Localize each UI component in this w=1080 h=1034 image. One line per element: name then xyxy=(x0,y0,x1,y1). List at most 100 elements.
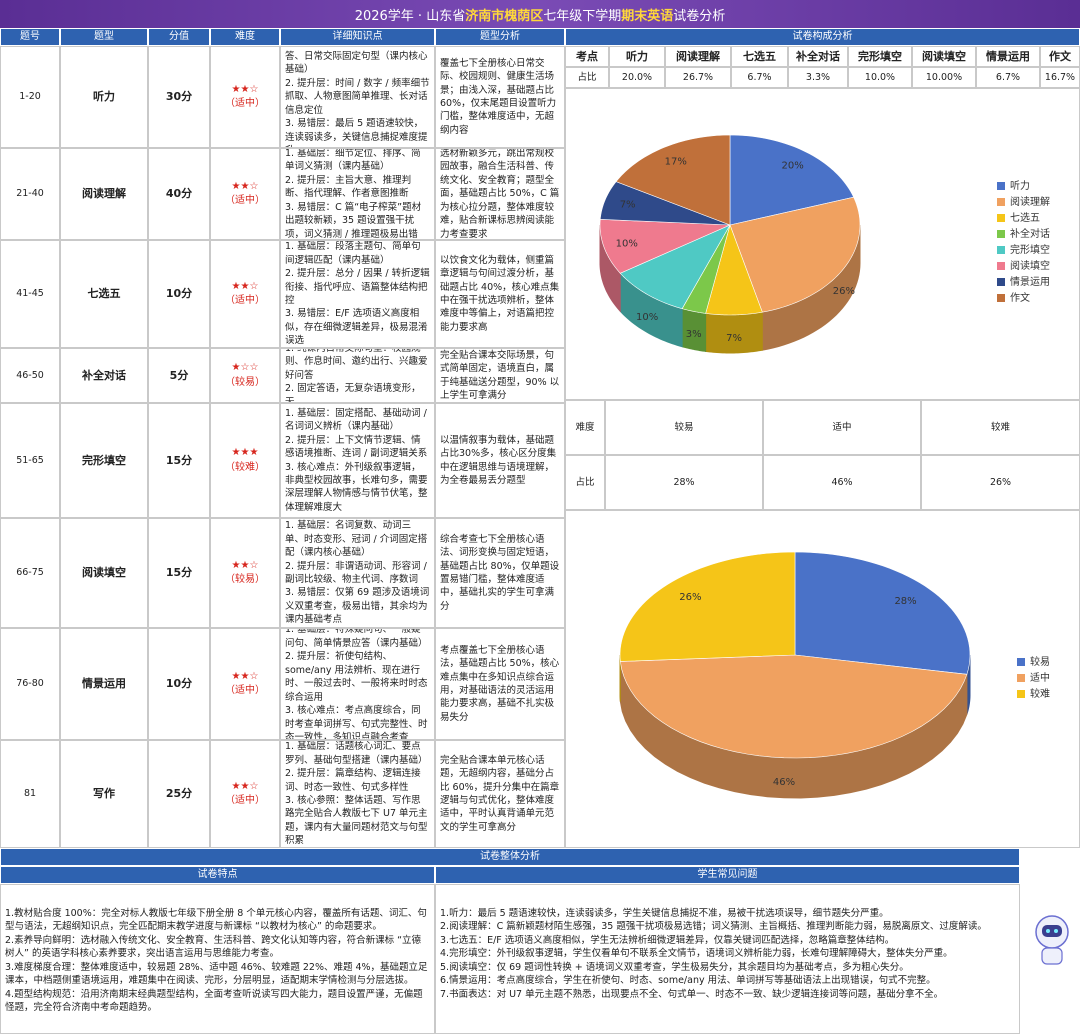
question-type: 阅读填空 xyxy=(60,518,148,628)
score: 15分 xyxy=(148,518,210,628)
difficulty-level: （适中） xyxy=(225,195,265,206)
pie-label: 28% xyxy=(894,596,916,607)
knowledge-points: 1. 基础层：名词复数、动词三单、时态变形、冠词 / 介词固定搭配（课内核心基础… xyxy=(280,518,435,628)
legend-swatch xyxy=(997,230,1005,238)
question-type: 阅读理解 xyxy=(60,148,148,240)
table-header: 七选五 xyxy=(731,46,788,67)
pie-slice xyxy=(619,224,731,310)
legend-swatch xyxy=(1017,674,1025,682)
feature-item: 2.素养导向鲜明：选材融入传统文化、安全教育、生活科普、跨文化认知等内容，符合新… xyxy=(5,934,422,960)
legend-swatch xyxy=(1017,690,1025,698)
legend-swatch xyxy=(997,294,1005,302)
difficulty: ★★☆ （适中） xyxy=(210,628,280,740)
difficulty-level: （适中） xyxy=(225,685,265,696)
table-cell: 6.7% xyxy=(731,67,788,88)
knowledge-item: 3. 核心难点：考点高度综合，同时考查单词拼写、句式完整性、时态一致性，多知识点… xyxy=(285,705,428,740)
analysis-text: 综合考查七下全册核心语法、词形变换与固定短语，基础题占比 80%，仅单题设置易错… xyxy=(440,533,560,612)
stars: ★★☆ xyxy=(231,780,259,792)
knowledge-item: 2. 提升层：非谓语动词、形容词 / 副词比较级、物主代词、序数词 xyxy=(285,560,427,585)
difficulty-level: （适中） xyxy=(225,795,265,806)
question-number: 46-50 xyxy=(0,348,60,403)
knowledge-item: 3. 核心难点：外刊级叙事逻辑，非典型校园故事，长难句多，需要深层理解人物情感与… xyxy=(285,461,428,513)
knowledge-item: 3. 核心参照：整体话题、写作思路完全贴合人教版七下 U7 单元主题，课内有大量… xyxy=(285,795,428,847)
question-type: 完形填空 xyxy=(60,403,148,518)
robot-body xyxy=(1041,947,1063,965)
question-type: 补全对话 xyxy=(60,348,148,403)
pie-label: 10% xyxy=(636,312,658,323)
question-number: 21-40 xyxy=(0,148,60,240)
stars: ★★☆ xyxy=(231,83,259,95)
analysis: 以饮食文化为载体，侧重篇章逻辑与句间过渡分析，基础题占比 40%，核心难点集中在… xyxy=(435,240,565,348)
problem-item: 7.书面表达：对 U7 单元主题不熟悉，出现要点不全、句式单一、时态不一致、缺少… xyxy=(440,988,944,1000)
summary-header: 试卷整体分析 xyxy=(0,848,1020,866)
pie-label: 7% xyxy=(726,333,742,344)
knowledge-item: 1. 基础层：特殊疑问句、一般疑问句、简单情景应答（课内基础） xyxy=(285,628,428,649)
pie-slice xyxy=(615,134,731,226)
table-cell: 10.00% xyxy=(912,67,976,88)
legend-label: 情景运用 xyxy=(1010,275,1050,288)
table-cell: 46% xyxy=(763,455,921,510)
robot-face xyxy=(1042,925,1062,937)
stars: ★★☆ xyxy=(231,180,259,192)
knowledge-item: 2. 提升层：篇章结构、逻辑连接词、时态一致性、句式多样性 xyxy=(285,768,421,793)
knowledge-points: 1. 基础层：特殊疑问句、一般疑问句、简单情景应答（课内基础） 2. 提升层：祈使… xyxy=(280,628,435,740)
analysis: 完全贴合课本交际场景，句式简单固定，语境直白，属于纯基础送分题型，90% 以上学… xyxy=(435,348,565,403)
pie-label: 17% xyxy=(665,156,687,167)
difficulty-level: （较难） xyxy=(225,461,265,473)
pie-slice xyxy=(705,224,763,316)
knowledge-item: 3. 易错层：最后 5 题语速较快，连读弱读多，关键信息捕捉难度提升 xyxy=(285,118,428,147)
knowledge-points: 1. 基础层：话题核心词汇、要点罗列、基础句型搭建（课内基础） 2. 提升层：篇章… xyxy=(280,740,435,848)
analysis-text: 以饮食文化为载体，侧重篇章逻辑与句间过渡分析，基础题占比 40%，核心难点集中在… xyxy=(440,254,560,333)
problem-item: 6.情景运用：考点高度综合，学生在祈使句、时态、some/any 用法、单词拼写… xyxy=(440,975,936,987)
feature-item: 4.题型结构规范：沿用济南期末经典题型结构，全面考查听说读写四大能力，题目设置严… xyxy=(5,988,423,1014)
title-part: 期末英语 xyxy=(621,8,674,24)
legend-swatch xyxy=(997,182,1005,190)
knowledge-item: 1. 基础层：单句辨音、情景应答、日常交际固定句型（课内核心基础） xyxy=(285,47,428,76)
knowledge-item: 3. 易错层：E/F 选项语义高度相似，存在细微逻辑差异，极易混淆误选 xyxy=(285,308,428,347)
stars: ★☆☆ xyxy=(231,362,259,374)
table-cell: 28% xyxy=(605,455,763,510)
pie-slice xyxy=(599,219,731,274)
table-header: 详细知识点 xyxy=(280,28,435,46)
table-cell: 难度 xyxy=(565,400,605,455)
table-header: 题号 xyxy=(0,28,60,46)
stars: ★★☆ xyxy=(231,670,259,682)
analysis: 考点覆盖七下全册核心语法，基础题占比 50%，核心难点集中在多知识点综合运用，对… xyxy=(435,628,565,740)
difficulty-level: （较易） xyxy=(225,574,265,585)
knowledge-item: 2. 固定答语，无复杂语境变形，无 xyxy=(285,383,421,403)
score: 10分 xyxy=(148,628,210,740)
pie-slice xyxy=(619,654,968,759)
pie-label: 46% xyxy=(773,777,795,788)
pie-slice xyxy=(794,551,971,675)
analysis-text: 以温情叙事为载体，基础题占比30%多，核心区分度集中在逻辑思维与语境理解，为全卷… xyxy=(440,434,557,486)
pie-slice xyxy=(599,181,731,226)
legend-label: 七选五 xyxy=(1010,211,1040,224)
difficulty: ★★☆ （适中） xyxy=(210,46,280,148)
pie-label: 20% xyxy=(782,160,804,171)
difficulty: ★★★ （较难） xyxy=(210,403,280,518)
table-header: 考点 xyxy=(565,46,609,67)
knowledge-points: 1. 基础层：单句辨音、情景应答、日常交际固定句型（课内核心基础）2. 提升层：… xyxy=(280,46,435,148)
difficulty-level: （较易） xyxy=(225,376,265,388)
problem-item: 4.完形填空：外刊级叙事逻辑，学生仅看单句不联系全文情节，语境词义辨析能力弱，长… xyxy=(440,948,953,960)
robot-eye xyxy=(1046,929,1050,933)
legend-label: 适中 xyxy=(1030,671,1050,684)
title-part: 2026学年 · 山东省 xyxy=(354,8,466,24)
question-number: 51-65 xyxy=(0,403,60,518)
analysis: 完全贴合课本单元核心话题，无超纲内容，基础分占比 60%，提升分集中在篇章逻辑与… xyxy=(435,740,565,848)
knowledge-points: 1. 基础层：细节定位、排序、简单词义猜测（课内基础） 2. 提升层：主旨大意、推… xyxy=(280,148,435,240)
analysis: 综合考查七下全册核心语法、词形变换与固定短语，基础题占比 80%，仅单题设置易错… xyxy=(435,518,565,628)
question-number: 41-45 xyxy=(0,240,60,348)
score: 40分 xyxy=(148,148,210,240)
problem-item: 1.听力：最后 5 题语速较快，连读弱读多，学生关键信息捕捉不准，易被干扰选项误… xyxy=(440,908,889,919)
question-type: 七选五 xyxy=(60,240,148,348)
pie-label: 3% xyxy=(686,329,702,340)
pie-slice xyxy=(681,224,731,314)
difficulty-level: （适中） xyxy=(225,98,265,109)
problem-item: 5.阅读填空：仅 69 题词性转换 + 语境词义双重考查，学生极易失分，其余题目… xyxy=(440,961,909,973)
title-part: 济南市槐荫区 xyxy=(465,8,544,24)
analysis: 覆盖七下全册核心日常交际、校园规则、健康生活场景；由浅入深，基础题占比 60%，… xyxy=(435,46,565,148)
legend-label: 较易 xyxy=(1030,655,1050,668)
subheader: 试卷特点 xyxy=(0,866,435,884)
